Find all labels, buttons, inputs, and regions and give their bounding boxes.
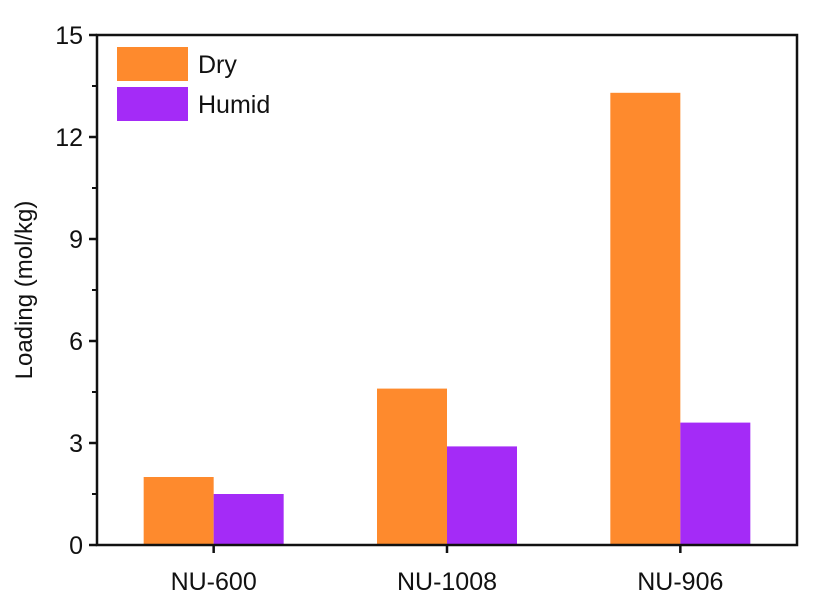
bar-dry-nu-906 <box>610 92 681 546</box>
x-tick-label: NU-1008 <box>397 568 497 596</box>
legend-label-humid: Humid <box>198 91 270 119</box>
legend: Dry Humid <box>117 47 270 121</box>
y-tick-label: 3 <box>69 430 83 458</box>
bar-humid-nu-600 <box>213 494 284 545</box>
y-tick-label: 6 <box>69 328 83 356</box>
x-tick-label: NU-600 <box>171 568 257 596</box>
bar-humid-nu-1008 <box>447 446 517 545</box>
y-tick-label: 12 <box>55 124 83 152</box>
bar-dry-nu-1008 <box>377 388 447 545</box>
legend-swatch-humid <box>117 87 188 121</box>
y-axis-title: Loading (mol/kg) <box>11 201 38 380</box>
bars-group <box>143 92 751 546</box>
legend-swatch-dry <box>117 47 188 81</box>
bar-dry-nu-600 <box>143 477 214 545</box>
bar-humid-nu-906 <box>680 422 751 545</box>
y-tick-label: 15 <box>55 22 83 50</box>
y-tick-label: 9 <box>69 226 83 254</box>
axis-ticks-group: 0 3 6 9 12 15 NU-600 NU-1008 NU-906 <box>55 22 723 596</box>
legend-label-dry: Dry <box>198 51 237 79</box>
x-tick-label: NU-906 <box>637 568 723 596</box>
y-tick-label: 0 <box>69 532 83 560</box>
